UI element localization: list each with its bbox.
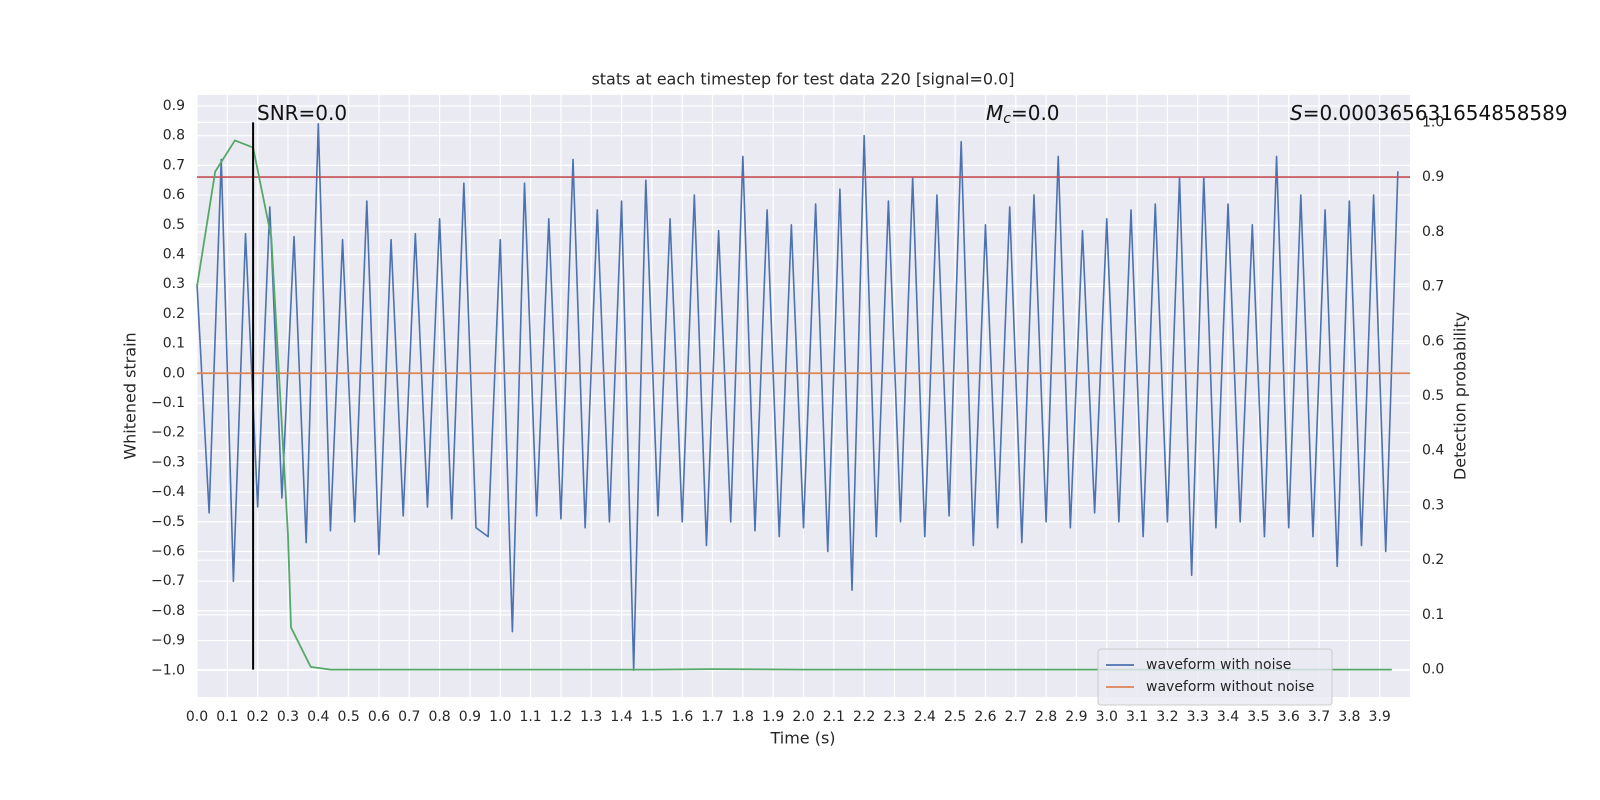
x-tick-label: 1.9 [762, 709, 784, 725]
x-tick-label: 1.1 [519, 709, 541, 725]
x-tick-label: 3.7 [1308, 709, 1330, 725]
x-tick-label: 0.2 [247, 709, 269, 725]
x-tick-label: 0.0 [186, 709, 208, 725]
annotation-symbol: M [986, 101, 1003, 125]
x-tick-label: 1.7 [701, 709, 723, 725]
x-tick-label: 2.1 [823, 709, 845, 725]
y-tick-label: 0.7 [163, 157, 185, 173]
x-tick-label: 2.7 [1005, 709, 1027, 725]
y-tick-label: −0.9 [151, 633, 185, 649]
annotation-text: =0.000365631654858589 [1303, 101, 1568, 125]
series-line [196, 139, 1392, 671]
x-tick-label: 0.6 [368, 709, 390, 725]
x-tick-label: 1.3 [580, 709, 602, 725]
annotation: S=0.000365631654858589 [1290, 101, 1568, 125]
y-tick-label: −0.6 [151, 543, 185, 559]
x-tick-label: 0.9 [459, 709, 481, 725]
y-tick-label: 0.1 [163, 336, 185, 352]
y2-tick-label: 1.0 [1422, 114, 1444, 130]
y2-tick-label: 0.7 [1422, 279, 1444, 295]
annotation-text: SNR=0.0 [257, 101, 347, 125]
y-tick-label: −0.7 [151, 573, 185, 589]
y-tick-label: 0.8 [163, 128, 185, 144]
x-tick-label: 0.1 [216, 709, 238, 725]
y-tick-label: −0.2 [151, 425, 185, 441]
y2-tick-label: 0.1 [1422, 607, 1444, 623]
y-tick-label: −1.0 [151, 662, 185, 678]
y-tick-label: 0.6 [163, 187, 185, 203]
x-tick-label: 2.8 [1035, 709, 1057, 725]
x-tick-label: 3.2 [1156, 709, 1178, 725]
x-tick-label: 1.5 [641, 709, 663, 725]
y2-tick-label: 0.2 [1422, 552, 1444, 568]
y2-tick-label: 0.4 [1422, 443, 1444, 459]
y-tick-label: −0.5 [151, 514, 185, 530]
x-tick-label: 1.8 [732, 709, 754, 725]
annotation-symbol: S [1290, 101, 1303, 125]
x-tick-label: 2.5 [944, 709, 966, 725]
annotation: SNR=0.0 [257, 101, 347, 125]
x-tick-label: 3.9 [1369, 709, 1391, 725]
y2-tick-label: 0.6 [1422, 333, 1444, 349]
legend-label: waveform with noise [1146, 657, 1291, 673]
annotation: Mc=0.0 [986, 101, 1060, 128]
x-tick-label: 2.4 [914, 709, 936, 725]
series-line [196, 123, 1399, 672]
x-tick-label: 3.0 [1096, 709, 1118, 725]
x-tick-label: 0.3 [277, 709, 299, 725]
y-tick-label: 0.4 [163, 246, 185, 262]
x-tick-label: 2.2 [853, 709, 875, 725]
chart-title: stats at each timestep for test data 220… [591, 70, 1014, 89]
y-tick-label: −0.3 [151, 454, 185, 470]
y2-tick-label: 0.8 [1422, 224, 1444, 240]
y2-tick-label: 0.3 [1422, 497, 1444, 513]
y-tick-label: 0.3 [163, 276, 185, 292]
x-tick-label: 3.5 [1247, 709, 1269, 725]
y-tick-label: −0.4 [151, 484, 185, 500]
x-tick-label: 1.0 [489, 709, 511, 725]
y-tick-label: −0.1 [151, 395, 185, 411]
y-tick-label: −0.8 [151, 603, 185, 619]
x-tick-label: 2.6 [974, 709, 996, 725]
x-tick-label: 3.1 [1126, 709, 1148, 725]
x-tick-label: 2.9 [1065, 709, 1087, 725]
x-tick-label: 1.4 [610, 709, 632, 725]
y-tick-label: 0.2 [163, 306, 185, 322]
x-tick-label: 1.2 [550, 709, 572, 725]
y-tick-label: 0.5 [163, 217, 185, 233]
x-tick-label: 3.3 [1187, 709, 1209, 725]
annotation-subscript: c [1003, 111, 1011, 127]
y2-tick-label: 0.5 [1422, 388, 1444, 404]
x-tick-label: 0.8 [428, 709, 450, 725]
x-tick-label: 3.4 [1217, 709, 1239, 725]
x-tick-label: 2.3 [883, 709, 905, 725]
y-axis-label: Whitened strain [121, 332, 140, 459]
x-tick-label: 3.6 [1278, 709, 1300, 725]
x-tick-label: 3.8 [1338, 709, 1360, 725]
x-tick-label: 1.6 [671, 709, 693, 725]
x-tick-label: 2.0 [792, 709, 814, 725]
y-tick-label: 0.0 [163, 365, 185, 381]
x-tick-label: 0.7 [398, 709, 420, 725]
legend-label: waveform without noise [1146, 679, 1314, 695]
x-axis-label: Time (s) [769, 729, 835, 748]
annotation-text: =0.0 [1011, 101, 1060, 125]
x-tick-label: 0.5 [337, 709, 359, 725]
y2-axis-label: Detection probability [1451, 312, 1470, 480]
y2-tick-label: 0.0 [1422, 662, 1444, 678]
x-tick-label: 0.4 [307, 709, 329, 725]
y2-tick-label: 0.9 [1422, 169, 1444, 185]
y-tick-label: 0.9 [163, 98, 185, 114]
legend-box [1097, 648, 1333, 706]
